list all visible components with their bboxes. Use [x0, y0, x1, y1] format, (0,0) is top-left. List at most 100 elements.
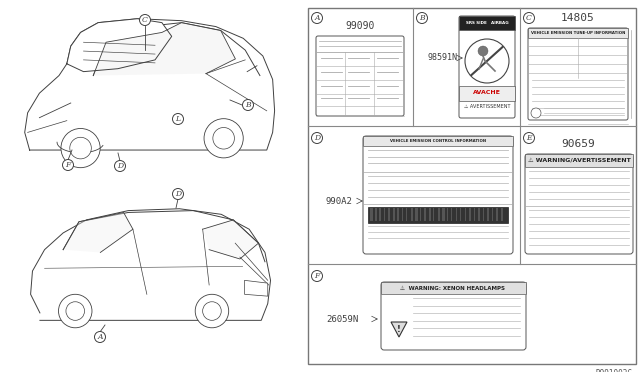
Text: SRS SIDE   AIRBAG: SRS SIDE AIRBAG: [466, 21, 508, 25]
Text: B: B: [419, 14, 425, 22]
Circle shape: [195, 294, 228, 328]
Bar: [388, 208, 390, 221]
Bar: [525, 154, 633, 167]
Text: VEHICLE EMISSION TUNE-UP INFORMATION: VEHICLE EMISSION TUNE-UP INFORMATION: [531, 31, 625, 35]
Circle shape: [312, 132, 323, 144]
Bar: [459, 16, 515, 30]
Bar: [383, 208, 386, 221]
Polygon shape: [67, 19, 172, 72]
Circle shape: [203, 302, 221, 320]
Bar: [438, 208, 439, 221]
Circle shape: [173, 113, 184, 125]
Polygon shape: [244, 280, 268, 296]
Bar: [442, 208, 445, 221]
Polygon shape: [93, 23, 236, 76]
Circle shape: [70, 137, 92, 159]
FancyBboxPatch shape: [459, 16, 515, 118]
Bar: [370, 208, 371, 221]
Circle shape: [531, 108, 541, 118]
Bar: [459, 86, 515, 101]
Circle shape: [63, 160, 74, 170]
Text: A: A: [97, 333, 103, 341]
Text: ⚠  WARNING: XENON HEADLAMPS: ⚠ WARNING: XENON HEADLAMPS: [401, 285, 506, 291]
Bar: [451, 208, 452, 221]
Text: A: A: [314, 14, 320, 22]
FancyBboxPatch shape: [525, 154, 633, 254]
Bar: [406, 208, 408, 221]
Circle shape: [61, 128, 100, 168]
Polygon shape: [391, 322, 407, 337]
Bar: [460, 208, 461, 221]
Circle shape: [312, 270, 323, 282]
Bar: [401, 208, 404, 221]
Text: 990A2: 990A2: [326, 196, 353, 205]
FancyBboxPatch shape: [528, 28, 628, 120]
Bar: [379, 208, 380, 221]
Bar: [397, 208, 399, 221]
Text: D: D: [175, 190, 181, 198]
Circle shape: [243, 99, 253, 110]
Circle shape: [213, 128, 234, 149]
Text: AVACHE: AVACHE: [473, 90, 501, 96]
Circle shape: [312, 13, 323, 23]
Bar: [500, 208, 502, 221]
Text: 98591N: 98591N: [428, 54, 458, 62]
FancyBboxPatch shape: [316, 36, 404, 116]
Text: D: D: [117, 162, 123, 170]
FancyBboxPatch shape: [363, 136, 513, 254]
Bar: [492, 208, 493, 221]
Polygon shape: [203, 220, 259, 259]
Text: E: E: [526, 134, 532, 142]
Bar: [469, 208, 470, 221]
Bar: [415, 208, 417, 221]
Circle shape: [115, 160, 125, 171]
Bar: [374, 208, 377, 221]
Polygon shape: [63, 212, 133, 253]
Text: 90659: 90659: [561, 139, 595, 149]
Text: F: F: [314, 272, 319, 280]
Bar: [368, 207, 508, 223]
Bar: [392, 208, 394, 221]
Bar: [496, 208, 499, 221]
Text: D: D: [314, 134, 320, 142]
Circle shape: [204, 119, 243, 158]
FancyBboxPatch shape: [381, 282, 526, 350]
Bar: [381, 282, 526, 294]
Text: 99090: 99090: [346, 21, 374, 31]
Text: F: F: [65, 161, 70, 169]
Text: !: !: [397, 324, 401, 334]
Text: B: B: [245, 101, 251, 109]
Bar: [528, 28, 628, 38]
Text: ⚠ AVERTISSEMENT: ⚠ AVERTISSEMENT: [464, 103, 510, 109]
Circle shape: [524, 132, 534, 144]
Circle shape: [465, 39, 509, 83]
Bar: [429, 208, 430, 221]
Circle shape: [417, 13, 428, 23]
Bar: [424, 208, 426, 221]
Polygon shape: [31, 209, 271, 320]
Text: ⚠ WARNING/AVERTISSEMENT: ⚠ WARNING/AVERTISSEMENT: [527, 158, 630, 163]
Text: VEHICLE EMISSION CONTROL INFORMATION: VEHICLE EMISSION CONTROL INFORMATION: [390, 139, 486, 143]
Bar: [487, 208, 490, 221]
Bar: [478, 208, 481, 221]
Bar: [410, 208, 412, 221]
Circle shape: [66, 302, 84, 320]
Bar: [308, 8, 636, 364]
Text: C: C: [142, 16, 148, 24]
Bar: [456, 208, 458, 221]
Bar: [433, 208, 435, 221]
Circle shape: [58, 294, 92, 328]
Text: L: L: [175, 115, 180, 123]
Polygon shape: [25, 19, 275, 150]
Circle shape: [173, 189, 184, 199]
Circle shape: [140, 15, 150, 26]
Circle shape: [95, 331, 106, 343]
Bar: [419, 208, 421, 221]
Bar: [363, 136, 513, 146]
Circle shape: [478, 46, 488, 56]
Text: R991002C: R991002C: [596, 369, 633, 372]
Circle shape: [524, 13, 534, 23]
Text: 14805: 14805: [561, 13, 595, 23]
Text: C: C: [526, 14, 532, 22]
Text: 26059N: 26059N: [326, 314, 358, 324]
